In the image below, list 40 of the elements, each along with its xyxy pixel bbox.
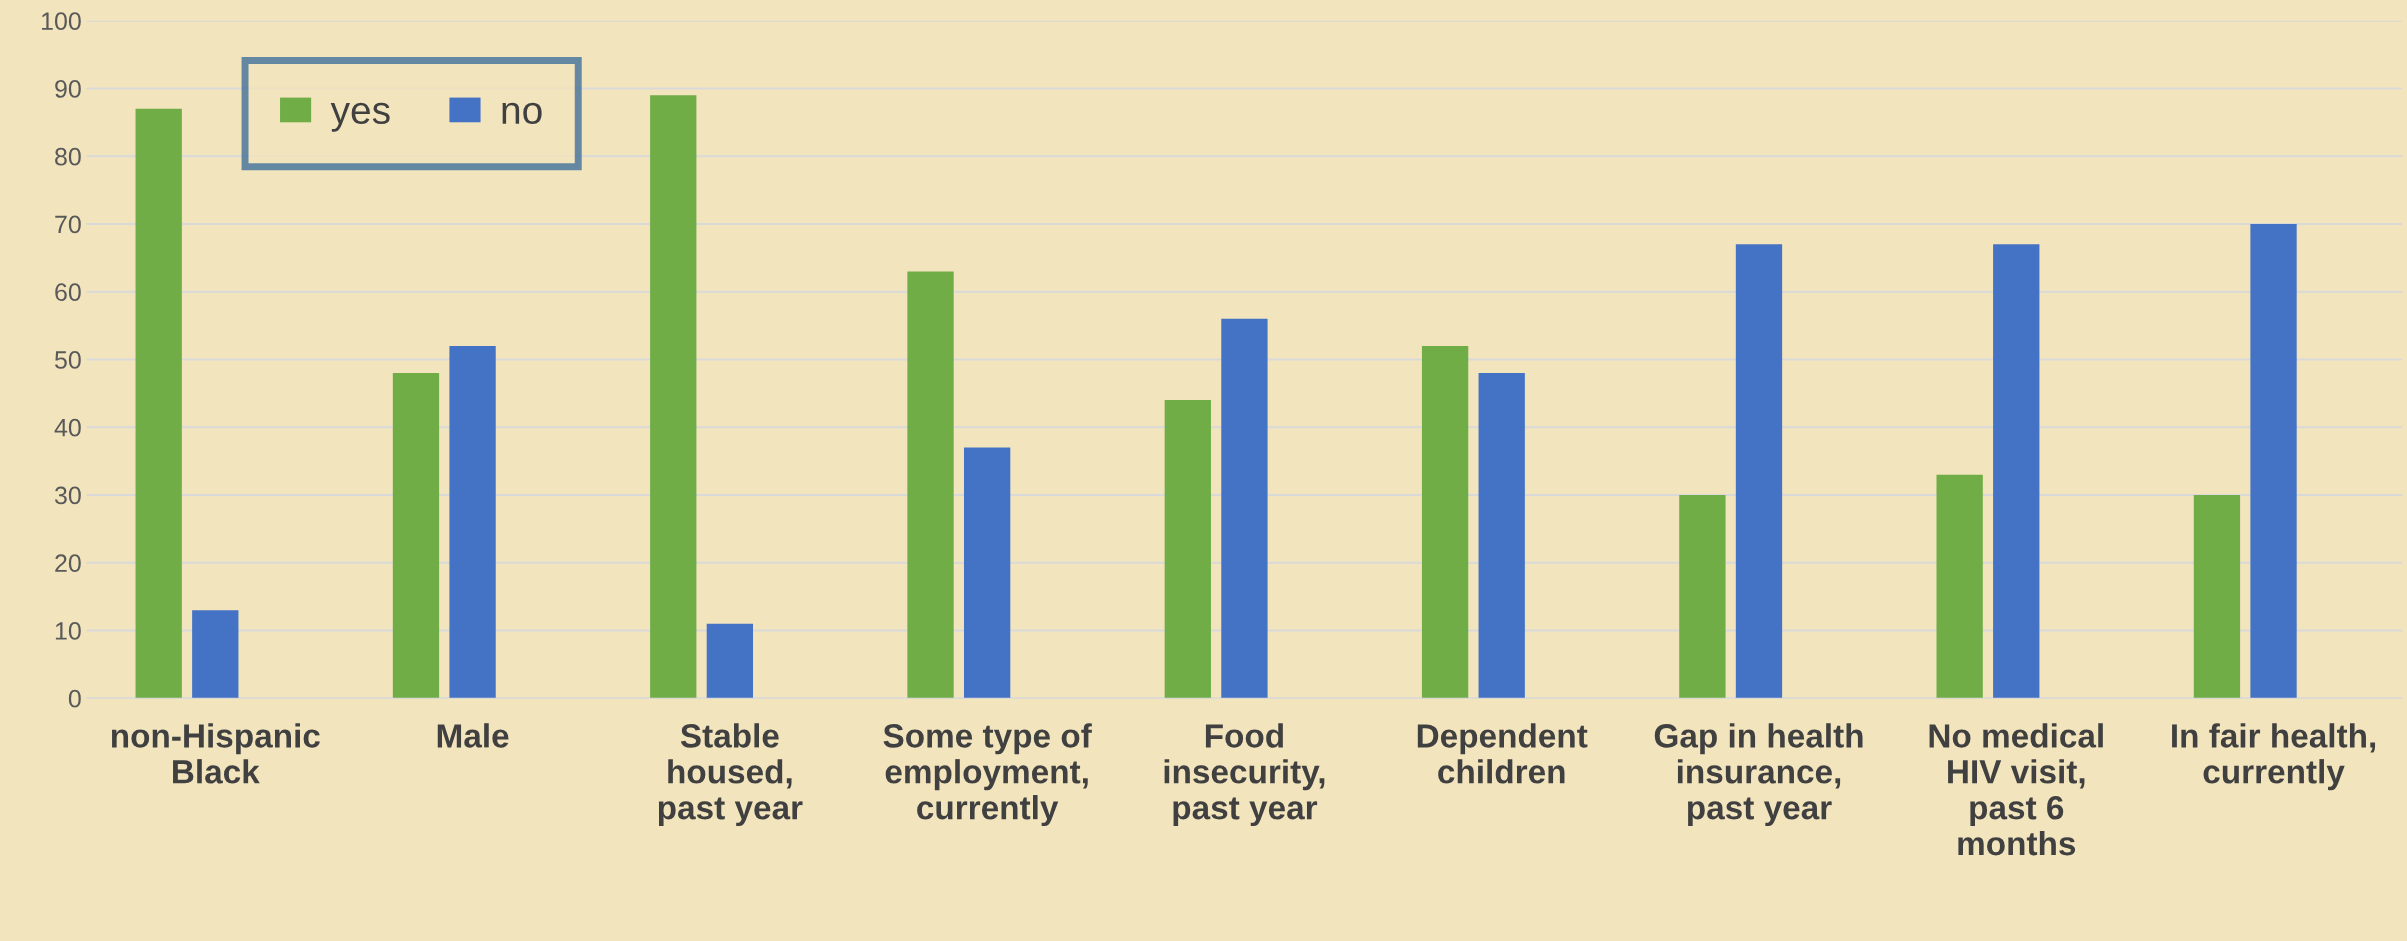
legend-label: yes — [330, 102, 390, 132]
y-tick-label: 70 — [55, 215, 81, 234]
y-tick-label: 90 — [55, 80, 81, 98]
y-tick-label: 100 — [41, 12, 81, 31]
bar — [135, 108, 182, 699]
x-tick-label: In fair health, currently — [2172, 723, 2376, 791]
y-tick-label: 10 — [55, 622, 81, 640]
bar — [1478, 373, 1525, 699]
y-tick-label: 20 — [55, 554, 81, 573]
bar — [1936, 474, 1983, 699]
x-tick-label: Food insecurity, past year — [1164, 723, 1325, 827]
bar — [706, 623, 754, 699]
y-tick-label: 40 — [54, 418, 81, 437]
x-tick-label: Gap in health insurance, past year — [1654, 723, 1863, 827]
bar — [2193, 494, 2241, 699]
bar — [963, 447, 1011, 699]
y-tick-label: 0 — [68, 689, 81, 708]
x-tick-label: Male — [437, 723, 509, 748]
bar — [449, 345, 496, 699]
bar — [1164, 400, 1211, 699]
x-tick-label: non-Hispanic Black — [111, 723, 320, 784]
y-tick-label: 30 — [54, 486, 81, 505]
bar — [1735, 244, 1783, 699]
bar — [650, 95, 697, 699]
x-tick-label: No medical HIV visit, past 6 months — [1929, 723, 2103, 856]
x-tick-label: Dependent children — [1417, 723, 1588, 784]
bar — [1421, 345, 1469, 699]
bar — [2250, 223, 2297, 699]
legend-label: no — [502, 102, 542, 125]
y-tick-label: 60 — [55, 283, 81, 302]
bar — [392, 373, 440, 699]
x-tick-label: Stable housed, past year — [658, 723, 803, 827]
bar — [192, 610, 239, 699]
y-tick-label: 50 — [54, 351, 81, 369]
bar — [907, 271, 954, 699]
y-tick-label: 80 — [55, 147, 81, 166]
bar — [1221, 318, 1268, 699]
x-tick-label: Some type of employment, currently — [883, 723, 1092, 827]
bar — [1993, 244, 2040, 699]
bar — [1679, 494, 1726, 699]
